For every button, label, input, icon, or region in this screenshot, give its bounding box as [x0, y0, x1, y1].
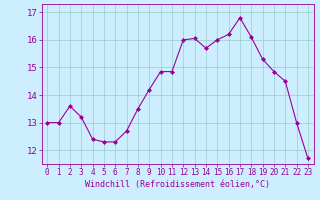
X-axis label: Windchill (Refroidissement éolien,°C): Windchill (Refroidissement éolien,°C): [85, 180, 270, 189]
